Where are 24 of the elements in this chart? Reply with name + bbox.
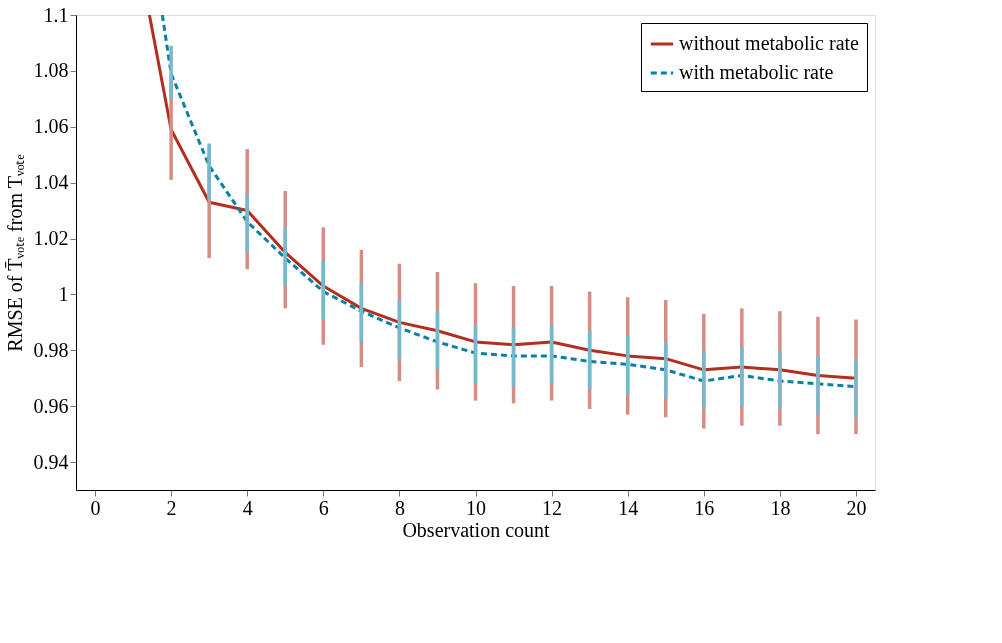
x-tick-label: 2 — [166, 496, 177, 519]
y-tick-label: 1.1 — [43, 3, 69, 26]
legend-label: without metabolic rate — [679, 32, 860, 54]
x-tick-label: 14 — [618, 496, 639, 519]
y-tick-label: 1.04 — [33, 171, 69, 194]
y-tick-label: 0.94 — [33, 450, 69, 473]
y-tick-label: 0.98 — [33, 338, 69, 361]
x-axis-title: Observation count — [402, 518, 551, 541]
x-tick-label: 4 — [242, 496, 253, 519]
y-tick-label: 0.96 — [33, 394, 69, 417]
y-tick-label: 1.02 — [33, 227, 69, 250]
x-tick-label: 16 — [694, 496, 715, 519]
x-tick-label: 8 — [394, 496, 405, 519]
y-tick-label: 1 — [58, 282, 69, 305]
x-tick-label: 20 — [846, 496, 867, 519]
y-tick-label: 1.06 — [33, 115, 69, 138]
y-tick-label: 1.08 — [33, 59, 69, 82]
legend-label: with metabolic rate — [679, 61, 834, 83]
x-tick-label: 10 — [466, 496, 486, 519]
y-axis-title: RMSE of T̄ᵥₒₜₑ from Tᵥₒₜₑ — [3, 154, 26, 352]
x-tick-label: 12 — [542, 496, 563, 519]
x-tick-label: 6 — [318, 496, 329, 519]
x-tick-label: 18 — [770, 496, 791, 519]
x-tick-label: 0 — [90, 496, 101, 519]
